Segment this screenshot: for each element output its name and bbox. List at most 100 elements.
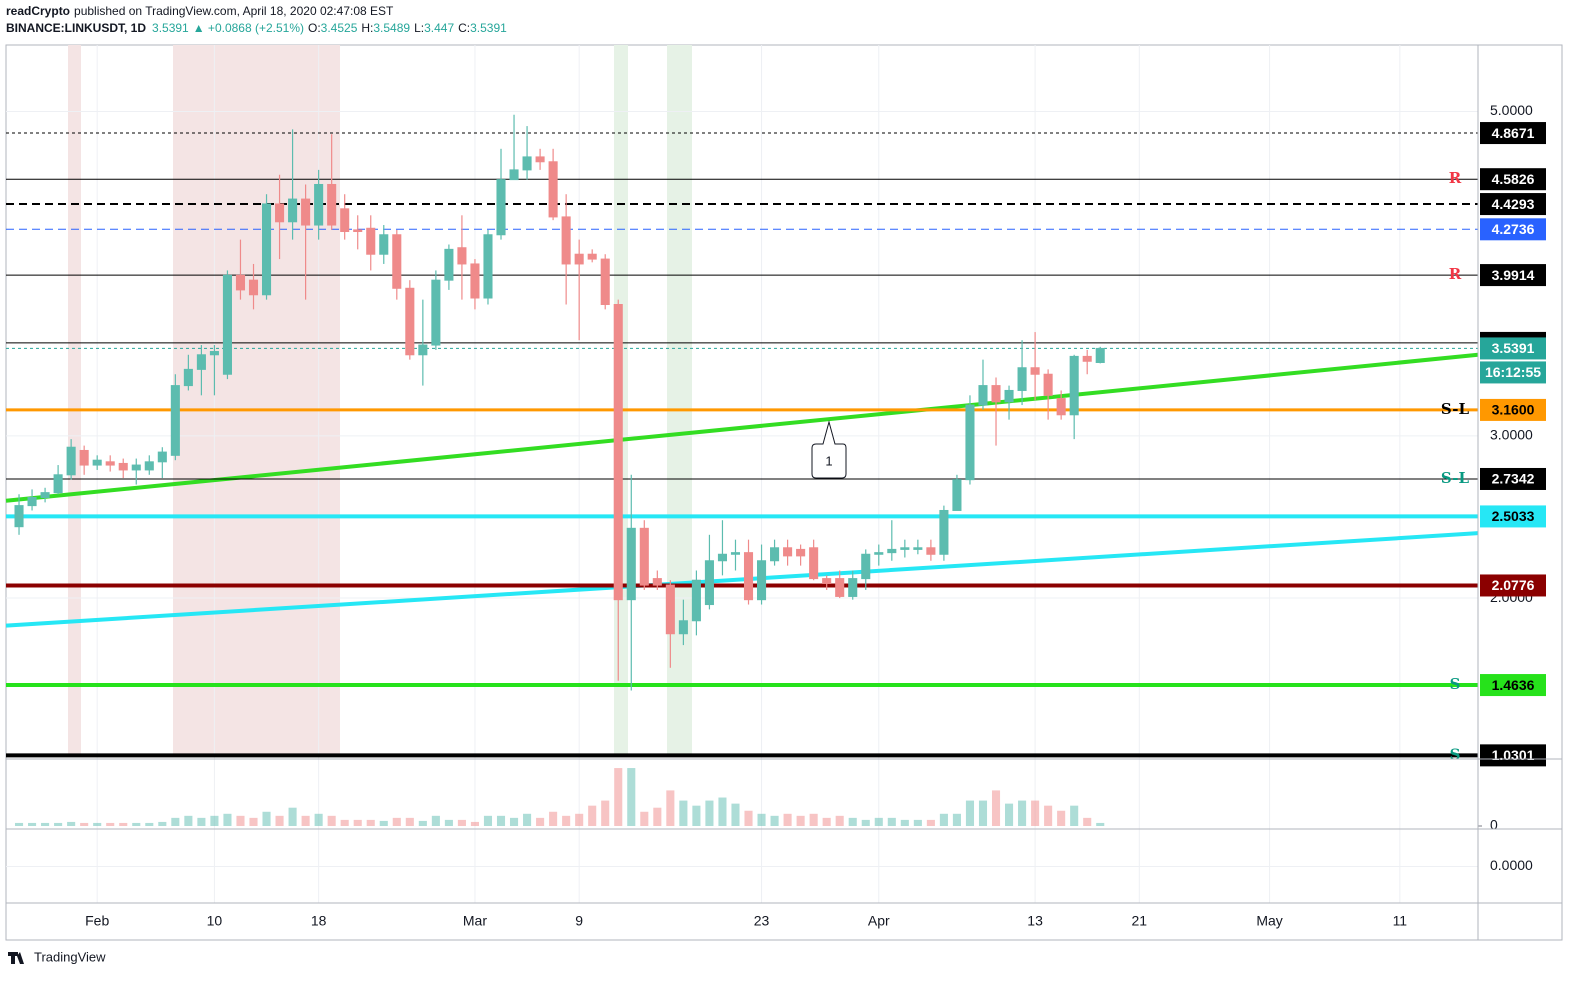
- volume-bar: [106, 822, 115, 826]
- volume-bar: [796, 815, 805, 826]
- candle-body: [196, 354, 206, 370]
- candle-body: [288, 198, 298, 223]
- candle-body: [457, 247, 467, 265]
- volume-bar: [184, 815, 193, 826]
- volume-bar: [444, 819, 453, 826]
- volume-bar: [744, 810, 753, 826]
- candle-body: [66, 446, 76, 476]
- level-label: 4.8671: [1492, 125, 1535, 141]
- candle-body: [1082, 355, 1092, 362]
- volume-bar: [900, 819, 909, 826]
- volume-bar: [887, 817, 896, 826]
- volume-bar: [549, 811, 558, 826]
- candle-body: [574, 253, 584, 265]
- level-label: 3.5391: [1492, 340, 1535, 356]
- volume-bar: [640, 811, 649, 826]
- volume-bar: [171, 817, 180, 826]
- volume-bar: [496, 815, 506, 826]
- level-label: 3.9914: [1492, 267, 1535, 283]
- level-tag: S-L: [1441, 400, 1470, 418]
- candle-body: [353, 229, 363, 233]
- change: ▲ +0.0868 (+2.51%): [193, 21, 304, 35]
- level-label-box: [1480, 574, 1546, 597]
- ohlc-value: 3.4525: [321, 21, 358, 35]
- callout-text: 1: [825, 453, 832, 468]
- volume-bar: [861, 819, 870, 826]
- volume-bar: [653, 807, 662, 826]
- volume-bar: [614, 768, 623, 826]
- level-label: 2.5033: [1492, 508, 1535, 524]
- x-tick-label: Apr: [868, 913, 890, 929]
- ohlc-label: L:: [414, 21, 424, 35]
- lines-layer: [5, 132, 1479, 758]
- volume-bar: [327, 815, 336, 826]
- volume-bar: [1044, 805, 1053, 826]
- volume-bar: [509, 817, 519, 826]
- volume-bar: [536, 817, 545, 826]
- highlight-band: [68, 45, 81, 757]
- candle-body: [170, 385, 180, 456]
- volume-bar: [783, 813, 792, 826]
- volume-bar: [119, 822, 128, 826]
- labels-layer: Feb 10 18 Mar 9 23 Apr 13 21 May 114.86714.5826R4.…: [85, 122, 1546, 929]
- candle-body: [809, 547, 819, 580]
- candle-body: [496, 179, 506, 236]
- volume-bar: [523, 813, 532, 826]
- candle-body: [848, 578, 858, 597]
- logo-icon: [8, 952, 24, 964]
- volume-bar: [275, 815, 284, 826]
- level-label: 2.0776: [1492, 577, 1535, 593]
- candle-body: [209, 351, 219, 356]
- x-tick-label: May: [1256, 913, 1282, 929]
- candles-layer: [14, 114, 1105, 826]
- candle-body: [105, 461, 115, 466]
- volume-bar: [939, 813, 948, 826]
- candle-body: [483, 234, 493, 299]
- candle-body: [183, 368, 193, 387]
- candle-body: [131, 464, 141, 471]
- candle-body: [301, 198, 311, 226]
- volume-bar: [874, 817, 883, 826]
- volume-bar: [418, 820, 427, 826]
- x-tick-label: 9: [575, 913, 583, 929]
- volume-bar: [301, 815, 310, 826]
- level-tag: R: [1449, 169, 1462, 187]
- candle-body: [561, 216, 571, 265]
- volume-bar: [353, 819, 362, 826]
- level-label: 4.5826: [1492, 171, 1535, 187]
- publish-line: readCrypto published on TradingView.com, …: [6, 4, 394, 18]
- volume-bar: [158, 821, 167, 826]
- x-tick-label: 18: [311, 913, 327, 929]
- x-tick-label: Mar: [463, 913, 487, 929]
- volume-bar: [340, 819, 349, 826]
- candle-body: [913, 547, 923, 550]
- volume-bar: [392, 817, 401, 826]
- candle-body: [874, 552, 884, 555]
- candle-body: [822, 578, 832, 584]
- candle-body: [157, 451, 167, 463]
- candle-body: [743, 552, 754, 601]
- level-label: 3.1600: [1492, 402, 1535, 418]
- level-label-box: [1480, 264, 1546, 287]
- ohlc-label: C:: [458, 21, 470, 35]
- candle-body: [144, 461, 154, 471]
- callout: 1: [811, 420, 847, 479]
- volume-bar: [1083, 817, 1092, 826]
- volume-bar: [431, 815, 440, 826]
- published: published on TradingView.com, April 18, …: [74, 4, 394, 18]
- volume-bar: [93, 822, 102, 826]
- candle-body: [730, 552, 741, 555]
- candle-body: [626, 527, 636, 601]
- candle-body: [548, 161, 558, 218]
- volume-bar: [366, 819, 375, 826]
- candle-body: [1017, 367, 1027, 391]
- level-label: 1.0301: [1492, 747, 1535, 763]
- candle-body: [587, 253, 597, 260]
- x-tick-label: Feb: [85, 913, 109, 929]
- volume-bar: [809, 813, 818, 826]
- candle-body: [509, 169, 519, 181]
- candle-body: [652, 578, 662, 586]
- candle-body: [613, 303, 623, 601]
- volume-bar: [1018, 800, 1027, 826]
- candle-body: [926, 547, 936, 555]
